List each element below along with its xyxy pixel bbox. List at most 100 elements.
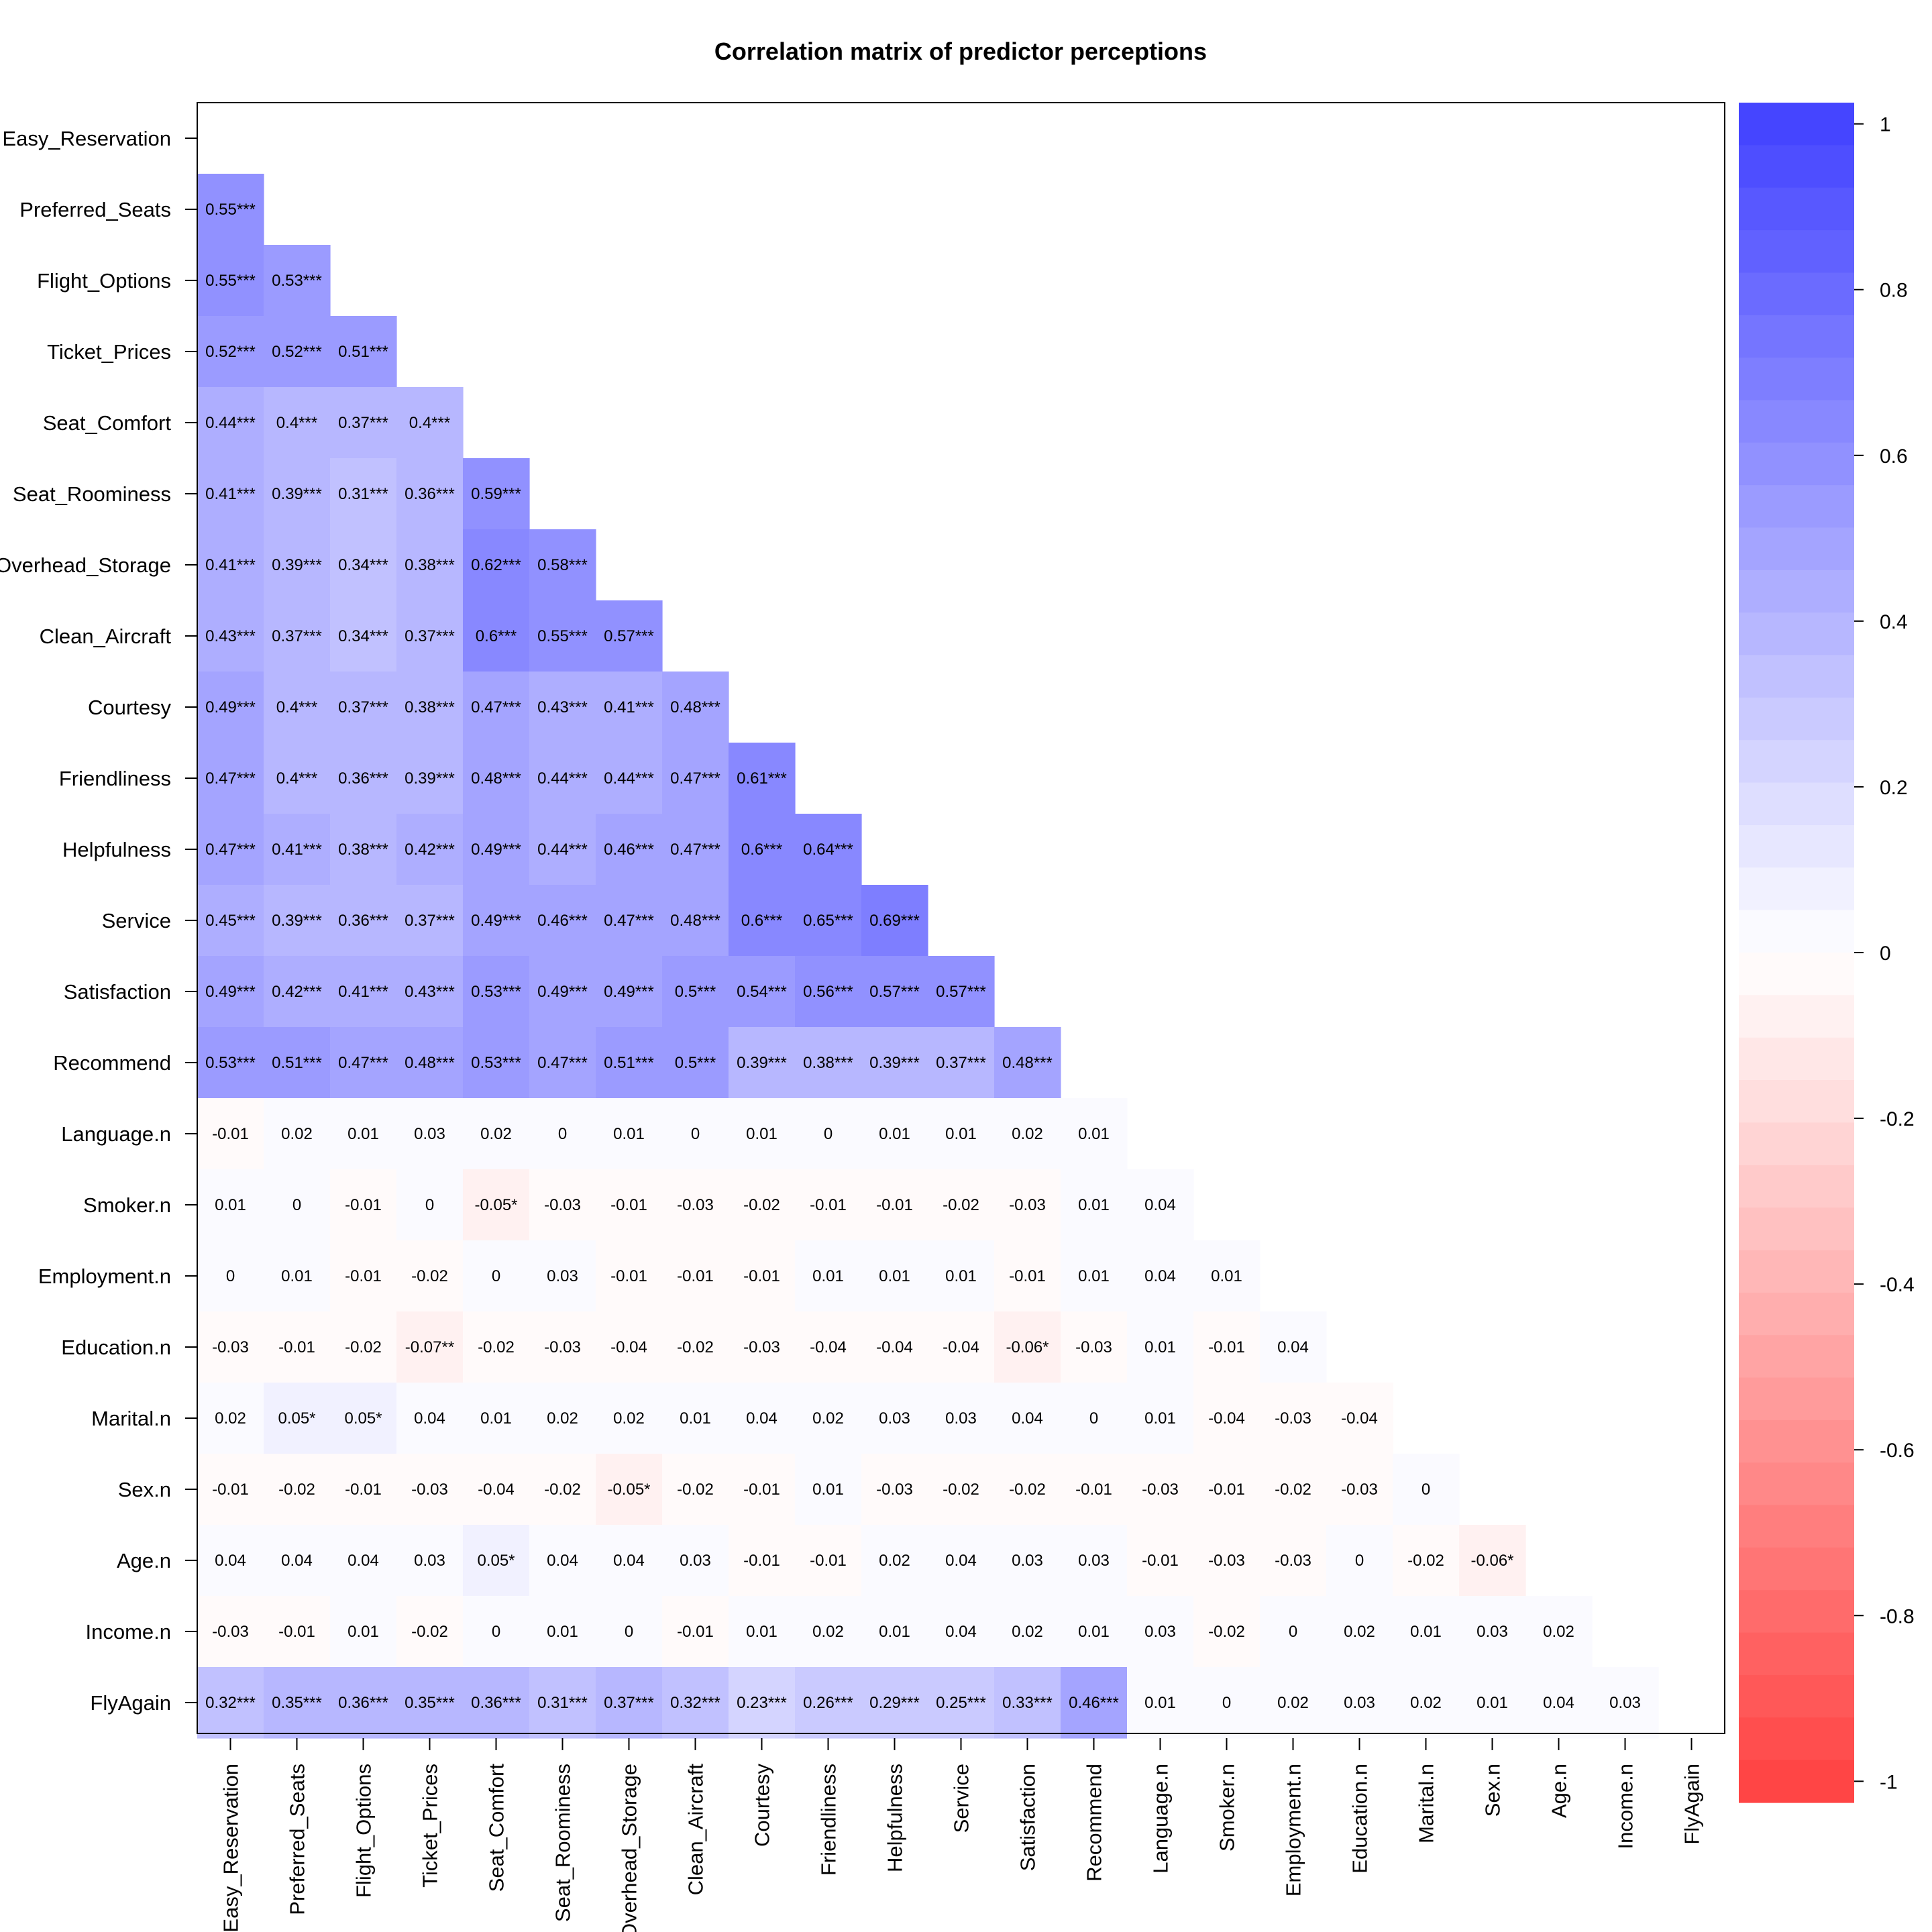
- heatmap-cell-Service-Overhead_Storage: [596, 885, 663, 957]
- heatmap-cell-Employment.n-Language.n: [1127, 1240, 1194, 1312]
- heatmap-cell-Employment.n-Overhead_Storage: [596, 1240, 663, 1312]
- cell-label: 0.02: [1543, 1623, 1574, 1641]
- cell-label: 0.01: [879, 1267, 910, 1285]
- cell-label: -0.03: [1009, 1196, 1046, 1214]
- column-label-FlyAgain: FlyAgain: [1680, 1764, 1704, 1845]
- cell-label: 0: [492, 1267, 500, 1285]
- cell-label: -0.04: [876, 1338, 913, 1356]
- cell-label: 0.02: [1344, 1623, 1375, 1641]
- cell-label: -0.02: [1275, 1481, 1311, 1499]
- cell-label: 0.38***: [405, 556, 455, 574]
- heatmap-cell-Age.n-Helpfulness: [861, 1525, 928, 1597]
- cell-label: 0.36***: [338, 769, 388, 788]
- cell-label: -0.01: [677, 1267, 714, 1285]
- row-label-Smoker.n: Smoker.n: [83, 1193, 171, 1217]
- heatmap-cell-Smoker.n-Helpfulness: [861, 1169, 928, 1241]
- heatmap-cell-Service-Seat_Comfort: [463, 885, 530, 957]
- cell-label: 0.05*: [477, 1552, 515, 1570]
- row-label-Ticket_Prices: Ticket_Prices: [47, 340, 171, 364]
- colorbar-bin: [1739, 1377, 1854, 1421]
- column-label-Courtesy: Courtesy: [751, 1764, 774, 1847]
- colorbar-bin: [1739, 570, 1854, 613]
- heatmap-cell-Seat_Roominess-Easy_Reservation: [197, 458, 264, 530]
- heatmap-cell-Helpfulness-Ticket_Prices: [396, 814, 464, 885]
- heatmap-cell-Income.n-Seat_Comfort: [463, 1596, 530, 1668]
- cell-label: 0.35***: [405, 1694, 455, 1712]
- cell-label: -0.03: [1275, 1409, 1311, 1428]
- cell-label: 0.41***: [604, 698, 654, 716]
- cell-label: 0: [226, 1267, 235, 1285]
- heatmap-cell-Friendliness-Seat_Roominess: [529, 743, 596, 814]
- colorbar-bin: [1739, 1335, 1854, 1379]
- cell-label: 0.01: [480, 1409, 512, 1428]
- cell-label: 0.05*: [344, 1409, 382, 1428]
- cell-label: 0.52***: [272, 343, 322, 361]
- heatmap-cell-Employment.n-Friendliness: [795, 1240, 862, 1312]
- heatmap-cell-Sex.n-Courtesy: [729, 1454, 796, 1525]
- colorbar-bin: [1739, 740, 1854, 784]
- heatmap-cell-Income.n-Sex.n: [1459, 1596, 1526, 1668]
- heatmap-cell-Overhead_Storage-Easy_Reservation: [197, 529, 264, 601]
- heatmap-cell-Friendliness-Overhead_Storage: [596, 743, 663, 814]
- heatmap-cell-Smoker.n-Overhead_Storage: [596, 1169, 663, 1241]
- cell-label: 0.05*: [278, 1409, 315, 1428]
- cell-label: 0.37***: [405, 627, 455, 645]
- row-label-Recommend: Recommend: [53, 1051, 171, 1075]
- column-label-Service: Service: [950, 1764, 973, 1833]
- cell-label: 0.47***: [338, 1054, 388, 1072]
- cell-label: 0.23***: [737, 1694, 787, 1712]
- heatmap-cell-Overhead_Storage-Preferred_Seats: [264, 529, 331, 601]
- row-label-Sex.n: Sex.n: [118, 1478, 171, 1501]
- heatmap-cell-Employment.n-Clean_Aircraft: [662, 1240, 729, 1312]
- cell-label: -0.02: [411, 1267, 448, 1285]
- heatmap-cell-Seat_Roominess-Seat_Comfort: [463, 458, 530, 530]
- cell-label: 0.4***: [276, 698, 317, 716]
- heatmap-cell-Overhead_Storage-Seat_Comfort: [463, 529, 530, 601]
- cell-label: 0.39***: [869, 1054, 920, 1072]
- heatmap-cell-Education.n-Clean_Aircraft: [662, 1311, 729, 1383]
- heatmap-cell-Satisfaction-Ticket_Prices: [396, 956, 464, 1028]
- heatmap-cell-Education.n-Helpfulness: [861, 1311, 928, 1383]
- heatmap-cell-Income.n-Recommend: [1061, 1596, 1128, 1668]
- heatmap-cell-Language.n-Courtesy: [729, 1098, 796, 1170]
- heatmap-cell-FlyAgain-Smoker.n: [1193, 1667, 1260, 1739]
- heatmap-cell-Language.n-Service: [928, 1098, 995, 1170]
- column-label-Preferred_Seats: Preferred_Seats: [286, 1764, 309, 1915]
- colorbar-bin: [1739, 995, 1854, 1038]
- heatmap-cell-Clean_Aircraft-Easy_Reservation: [197, 600, 264, 672]
- cell-label: 0.52***: [205, 343, 256, 361]
- cell-label: 0.37***: [936, 1054, 986, 1072]
- heatmap-cell-Age.n-Preferred_Seats: [264, 1525, 331, 1597]
- colorbar-bin: [1739, 1760, 1854, 1803]
- cell-label: 0.57***: [936, 983, 986, 1001]
- heatmap-cell-Income.n-Service: [928, 1596, 995, 1668]
- cell-label: -0.03: [411, 1481, 448, 1499]
- row-label-Flight_Options: Flight_Options: [37, 269, 171, 292]
- cell-label: 0.32***: [205, 1694, 256, 1712]
- heatmap-cell-Employment.n-Courtesy: [729, 1240, 796, 1312]
- heatmap-cell-Clean_Aircraft-Seat_Comfort: [463, 600, 530, 672]
- cell-label: 0.47***: [670, 769, 720, 788]
- cell-label: -0.01: [1009, 1267, 1046, 1285]
- heatmap-cell-Sex.n-Language.n: [1127, 1454, 1194, 1525]
- cell-label: 0.4***: [409, 414, 450, 432]
- heatmap-cell-Friendliness-Preferred_Seats: [264, 743, 331, 814]
- heatmap-cell-Language.n-Overhead_Storage: [596, 1098, 663, 1170]
- cell-label: 0.4***: [276, 414, 317, 432]
- cell-label: 0.47***: [471, 698, 521, 716]
- cell-label: 0.39***: [272, 912, 322, 930]
- plot-frame: [197, 102, 1725, 1734]
- cell-label: 0.6***: [741, 912, 782, 930]
- heatmap-cell-Age.n-Courtesy: [729, 1525, 796, 1597]
- cell-label: 0.36***: [405, 485, 455, 503]
- heatmap-cell-Marital.n-Friendliness: [795, 1383, 862, 1454]
- colorbar-bin: [1739, 187, 1854, 231]
- heatmap-cell-Education.n-Recommend: [1061, 1311, 1128, 1383]
- heatmap-cell-Helpfulness-Seat_Comfort: [463, 814, 530, 885]
- color-legend: 1 0.8 0.6 0.4 0.2 0 -0.2 -0.4 -0.6 -0.8 -1: [1739, 103, 1915, 1803]
- heatmap-cell-Satisfaction-Friendliness: [795, 956, 862, 1028]
- heatmap-cell-Clean_Aircraft-Preferred_Seats: [264, 600, 331, 672]
- heatmap-cell-Sex.n-Easy_Reservation: [197, 1454, 264, 1525]
- heatmap-cell-Age.n-Employment.n: [1260, 1525, 1327, 1597]
- cell-label: -0.04: [610, 1338, 647, 1356]
